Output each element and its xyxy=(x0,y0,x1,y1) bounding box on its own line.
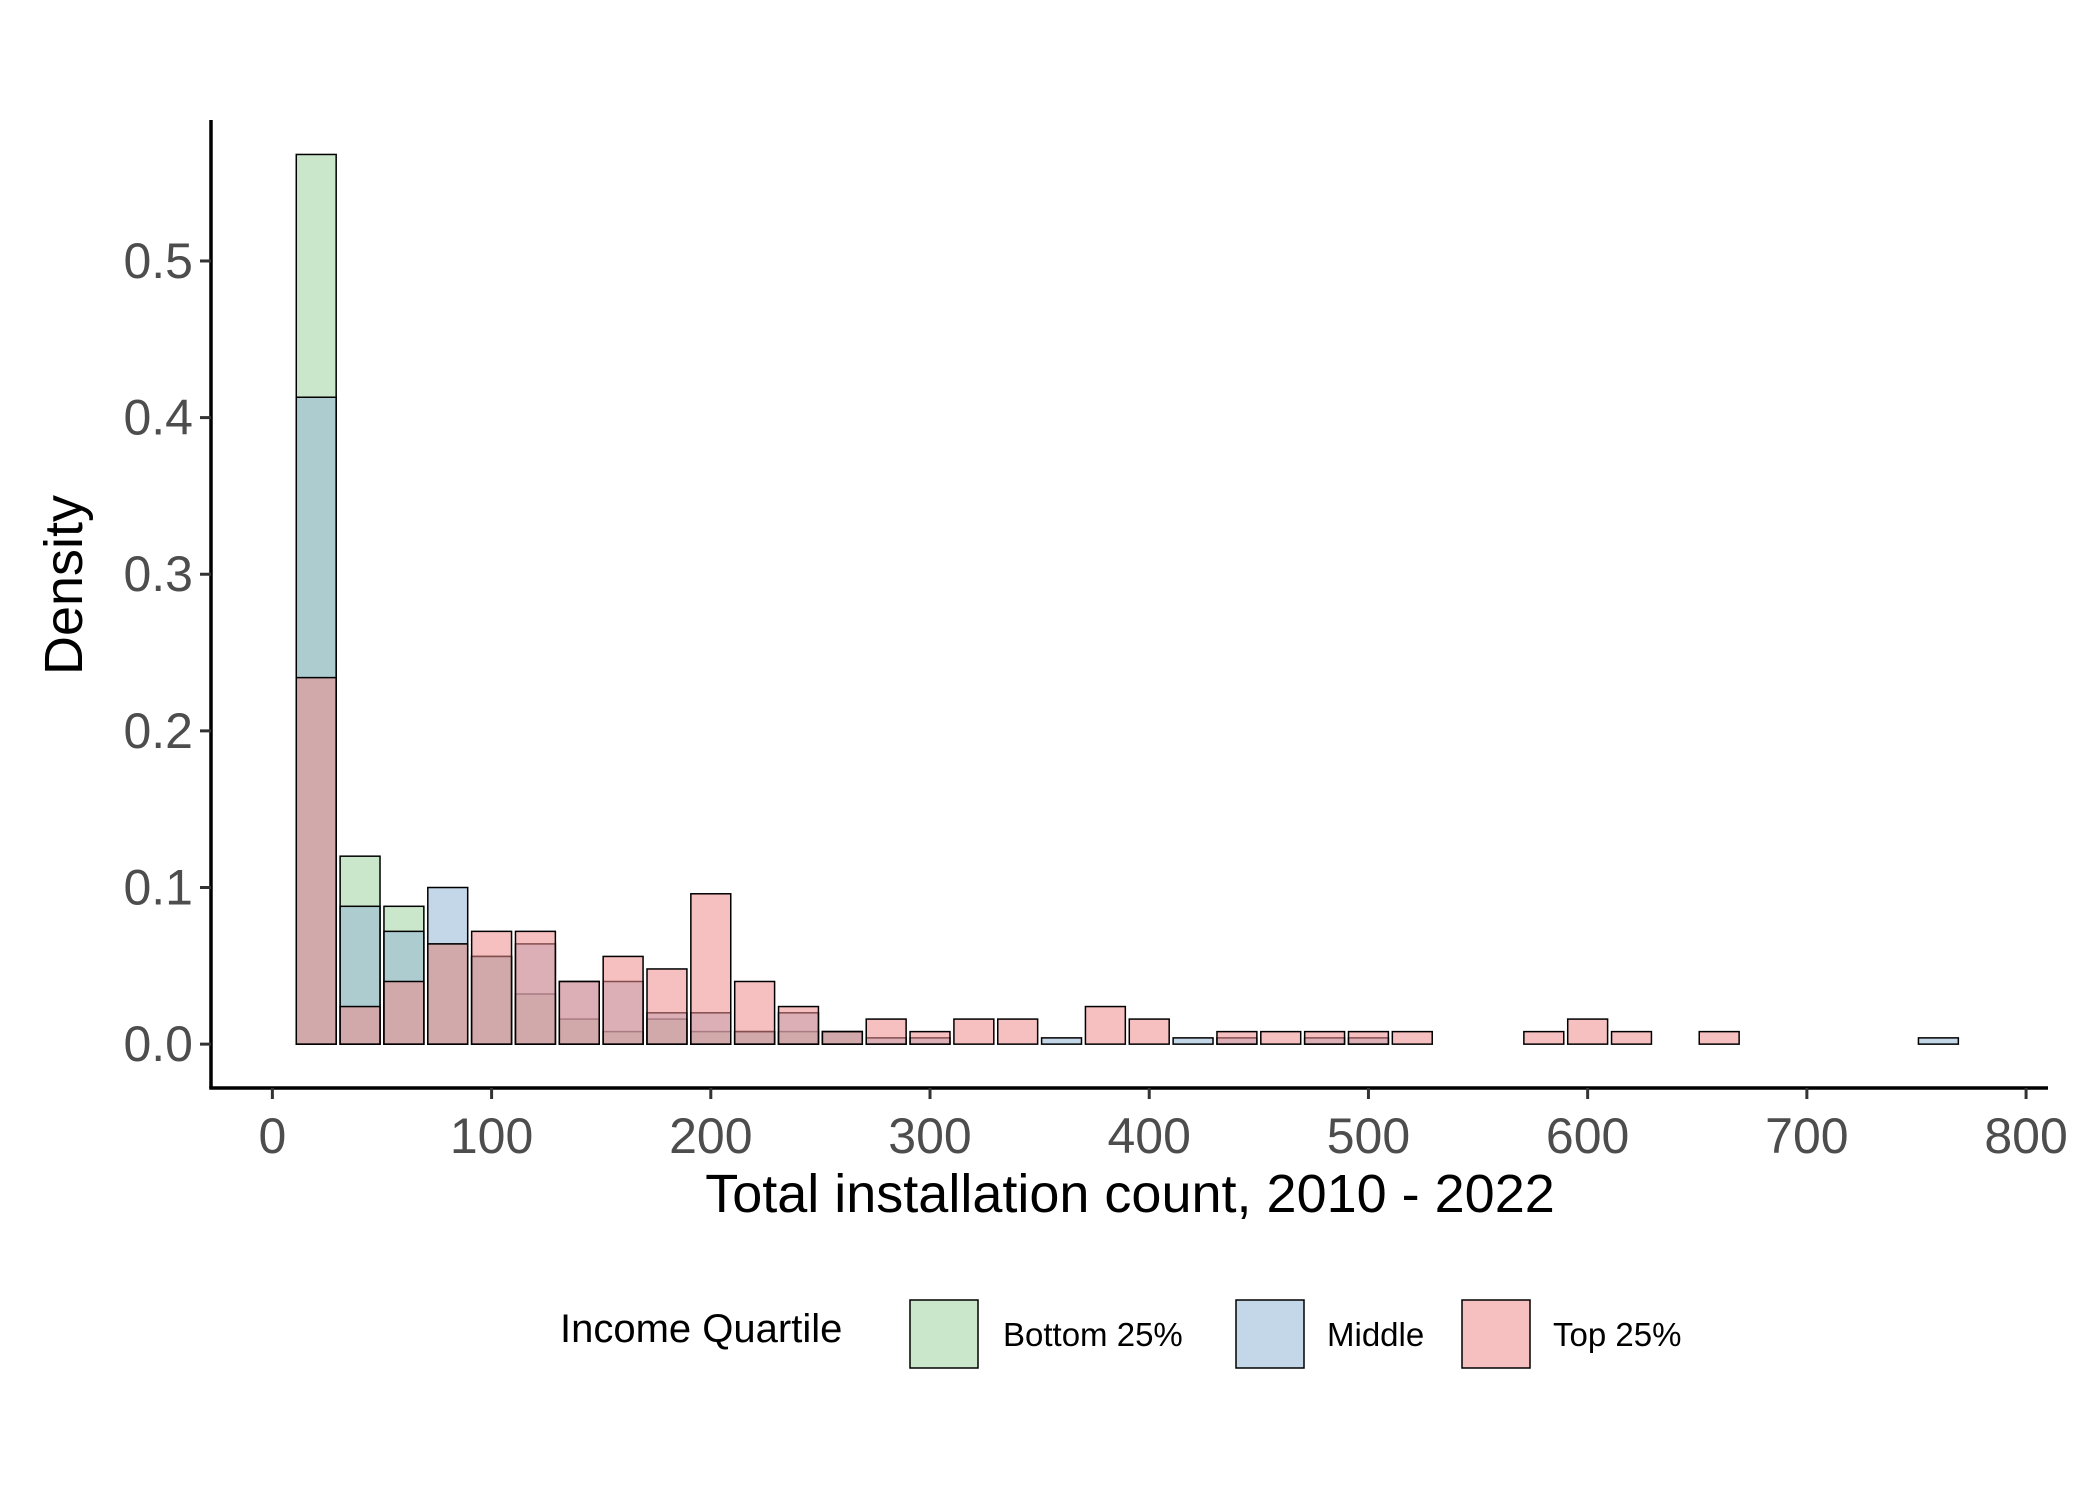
bar-series-2-bin-8 xyxy=(646,968,688,1045)
bar-series-2-bin-1 xyxy=(339,1005,381,1045)
legend-items: Bottom 25% Middle Top 25% xyxy=(909,1299,1681,1369)
bar-series-2-bin-28 xyxy=(1610,1030,1653,1045)
bar-series-2-bin-15 xyxy=(953,1018,995,1045)
x-axis-title: Total installation count, 2010 - 2022 xyxy=(705,1164,1555,1224)
bar-series-2-bin-6 xyxy=(558,980,600,1045)
x-tick-label: 600 xyxy=(1546,1108,1629,1164)
bar-series-2-bin-21 xyxy=(1216,1030,1258,1045)
bar-series-2-bin-29 xyxy=(1698,1030,1740,1045)
x-tick-label: 400 xyxy=(1108,1108,1191,1164)
bar-series-2-bin-26 xyxy=(1523,1030,1565,1045)
bar-series-2-bin-7 xyxy=(602,955,644,1045)
y-ticks: 0.0 0.1 0.2 0.3 0.4 0.5 xyxy=(123,233,211,1072)
bar-series-2-bin-11 xyxy=(777,1005,820,1045)
bar-series-2-bin-14 xyxy=(909,1030,951,1045)
y-tick-label: 0.5 xyxy=(123,233,193,289)
bar-series-2-bin-0 xyxy=(295,676,337,1045)
bar-series-2-bin-5 xyxy=(514,930,557,1045)
bar-series-2-bin-24 xyxy=(1347,1030,1390,1045)
bar-series-2-bin-18 xyxy=(1084,1005,1127,1045)
legend-key-swatch xyxy=(909,1299,979,1369)
bar-series-2-bin-23 xyxy=(1303,1030,1346,1045)
y-tick-label: 0.4 xyxy=(123,390,193,446)
bar-series-2-bin-16 xyxy=(997,1018,1039,1045)
y-tick-label: 0.1 xyxy=(123,860,193,916)
x-tick-label: 700 xyxy=(1765,1108,1848,1164)
legend-key-swatch xyxy=(1235,1299,1305,1369)
x-ticks: 0 100 200 300 400 500 600 700 800 xyxy=(258,1088,2068,1164)
bar-series-2-bin-2 xyxy=(383,980,425,1045)
bar-series-2-bin-25 xyxy=(1391,1030,1433,1045)
bar-series-2-bin-3 xyxy=(427,943,469,1045)
bar-series-2-bin-9 xyxy=(690,893,732,1045)
x-tick-label: 800 xyxy=(1984,1108,2067,1164)
legend: Income Quartile Bottom 25% Middle Top 25% xyxy=(560,1299,1681,1369)
x-tick-label: 0 xyxy=(258,1108,286,1164)
bar-series-2-bin-22 xyxy=(1260,1030,1302,1045)
x-tick-label: 500 xyxy=(1327,1108,1410,1164)
bar-series-2-bin-13 xyxy=(865,1018,907,1045)
bar-series-1-bin-17 xyxy=(1040,1037,1083,1045)
bars-layer xyxy=(295,153,1960,1045)
bar-series-2-bin-27 xyxy=(1566,1018,1609,1045)
bar-series-2-bin-19 xyxy=(1128,1018,1170,1045)
bar-series-2-bin-12 xyxy=(821,1030,864,1045)
x-tick-label: 100 xyxy=(450,1108,533,1164)
legend-title: Income Quartile xyxy=(560,1307,842,1351)
y-tick-label: 0.2 xyxy=(123,703,193,759)
y-tick-label: 0.0 xyxy=(123,1016,193,1072)
y-tick-label: 0.3 xyxy=(123,546,193,602)
axes: 0.0 0.1 0.2 0.3 0.4 0.5 0 100 200 300 400 500 600 70… xyxy=(123,120,2068,1164)
bar-series-2-bin-10 xyxy=(733,980,776,1045)
y-axis-title: Density xyxy=(34,495,94,675)
bar-series-2-bin-4 xyxy=(470,930,513,1045)
bar-series-1-bin-30 xyxy=(1917,1037,1960,1045)
legend-key-label: Top 25% xyxy=(1553,1316,1681,1353)
legend-key-swatch xyxy=(1461,1299,1531,1369)
bar-series-1-bin-20 xyxy=(1172,1037,1214,1045)
x-tick-label: 200 xyxy=(669,1108,752,1164)
legend-key-label: Middle xyxy=(1327,1316,1424,1353)
legend-key-label: Bottom 25% xyxy=(1003,1316,1183,1353)
x-tick-label: 300 xyxy=(888,1108,971,1164)
